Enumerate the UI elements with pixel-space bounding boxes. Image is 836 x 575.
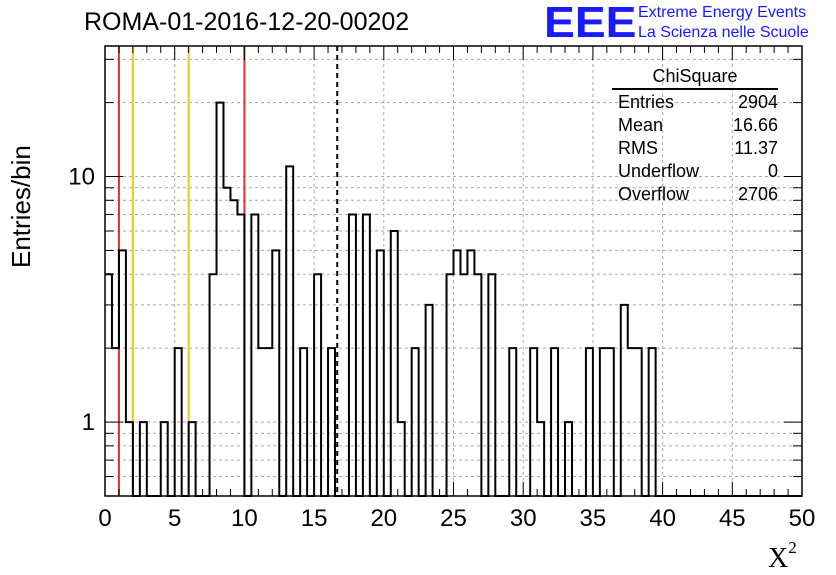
y-axis-title-text: Entries/bin	[6, 145, 36, 268]
histogram-bin	[474, 274, 481, 496]
histogram-bin	[230, 200, 237, 496]
stats-row-underflow: Underflow 0	[612, 160, 778, 183]
x-tick-label: 40	[649, 505, 676, 532]
histogram-bin	[530, 348, 537, 496]
histogram-bin	[537, 422, 544, 496]
histogram-bin	[377, 250, 384, 496]
x-tick-label: 45	[719, 505, 746, 532]
grid-lines	[105, 46, 802, 497]
stats-label: RMS	[618, 138, 658, 158]
stats-label: Overflow	[618, 184, 690, 204]
logo-line-2: La Scienza nelle Scuole	[638, 24, 809, 41]
histogram-bin	[391, 231, 398, 496]
histogram-bin	[119, 250, 126, 496]
histogram-bin	[217, 103, 224, 496]
histogram-bin	[607, 348, 614, 496]
x-tick-label: 5	[168, 505, 181, 532]
histogram-bin	[565, 422, 572, 496]
histogram-bin	[635, 348, 642, 496]
histogram-bin	[300, 348, 307, 496]
histogram-bin	[237, 215, 244, 496]
histogram-bin	[586, 348, 593, 496]
stats-value: 0	[767, 161, 778, 181]
logo-line-1: Extreme Energy Events	[638, 4, 807, 21]
histogram-bin	[488, 274, 495, 496]
x-tick-label: 50	[789, 505, 816, 532]
histogram-bin	[272, 250, 279, 496]
x-axis-title-text: X	[768, 543, 789, 574]
histogram-bin	[467, 250, 474, 496]
histogram-bin	[649, 348, 656, 496]
histogram-bins	[105, 103, 656, 496]
stats-row-overflow: Overflow 2706	[612, 183, 778, 206]
stats-row-mean: Mean 16.66	[612, 114, 778, 137]
histogram-bin	[314, 274, 321, 496]
histogram-bin	[621, 305, 628, 496]
histogram-bin	[140, 422, 147, 496]
histogram-bin	[161, 422, 168, 496]
histogram-bin	[258, 348, 265, 496]
logo-mark: EEE	[544, 0, 637, 47]
y-tick-label: 1	[82, 409, 95, 436]
x-tick-label: 25	[440, 505, 467, 532]
stats-label: Entries	[618, 92, 675, 112]
histogram-bin	[398, 422, 405, 496]
stats-value: 2904	[737, 92, 778, 112]
histogram-bin	[286, 166, 293, 496]
histogram-bin	[210, 274, 217, 496]
histogram-bin	[328, 348, 335, 496]
stats-title: ChiSquare	[612, 66, 778, 90]
y-axis-title: Entries/bin	[6, 145, 46, 268]
stats-value: 11.37	[734, 138, 778, 158]
x-tick-label: 10	[231, 505, 258, 532]
x-tick-label: 35	[580, 505, 607, 532]
histogram-bin	[189, 422, 196, 496]
histogram-bin	[175, 348, 182, 496]
histogram-bin	[265, 348, 272, 496]
x-tick-label: 0	[98, 505, 111, 532]
y-tick-label: 10	[68, 164, 95, 191]
x-tick-label: 15	[301, 505, 328, 532]
histogram-bin	[363, 215, 370, 496]
x-axis-title: X2	[768, 538, 797, 575]
tick-labels: 0 5 10 15 20 25 30 35 40 45 50 1 10	[68, 164, 815, 532]
histogram-bin	[628, 348, 635, 496]
histogram-bin	[447, 274, 454, 496]
x-tick-label: 30	[510, 505, 537, 532]
histogram-bin	[460, 274, 467, 496]
histogram-bin	[105, 274, 112, 496]
axis-ticks	[104, 46, 803, 497]
stats-label: Underflow	[618, 161, 700, 181]
histogram-bin	[454, 250, 461, 496]
stats-value: 2706	[737, 184, 778, 204]
x-axis-title-superscript: 2	[788, 538, 797, 557]
histogram-bin	[223, 188, 230, 496]
histogram-bin	[126, 422, 133, 496]
stats-value: 16.66	[732, 115, 778, 135]
histogram-bin	[509, 348, 516, 496]
stats-row-rms: RMS 11.37	[612, 137, 778, 160]
histogram-bin	[600, 348, 607, 496]
chart-title: ROMA-01-2016-12-20-00202	[84, 8, 410, 36]
x-tick-label: 20	[370, 505, 397, 532]
histogram-bin	[349, 215, 356, 496]
histogram-bin	[551, 348, 558, 496]
histogram-outline	[105, 101, 802, 497]
histogram-bin	[412, 348, 419, 496]
stats-label: Mean	[618, 115, 664, 135]
stats-row-entries: Entries 2904	[612, 91, 778, 114]
histogram-bin	[251, 215, 258, 496]
stats-box: ChiSquare Entries 2904 Mean 16.66 RMS 11.37…	[612, 66, 778, 206]
histogram-bin	[426, 305, 433, 496]
